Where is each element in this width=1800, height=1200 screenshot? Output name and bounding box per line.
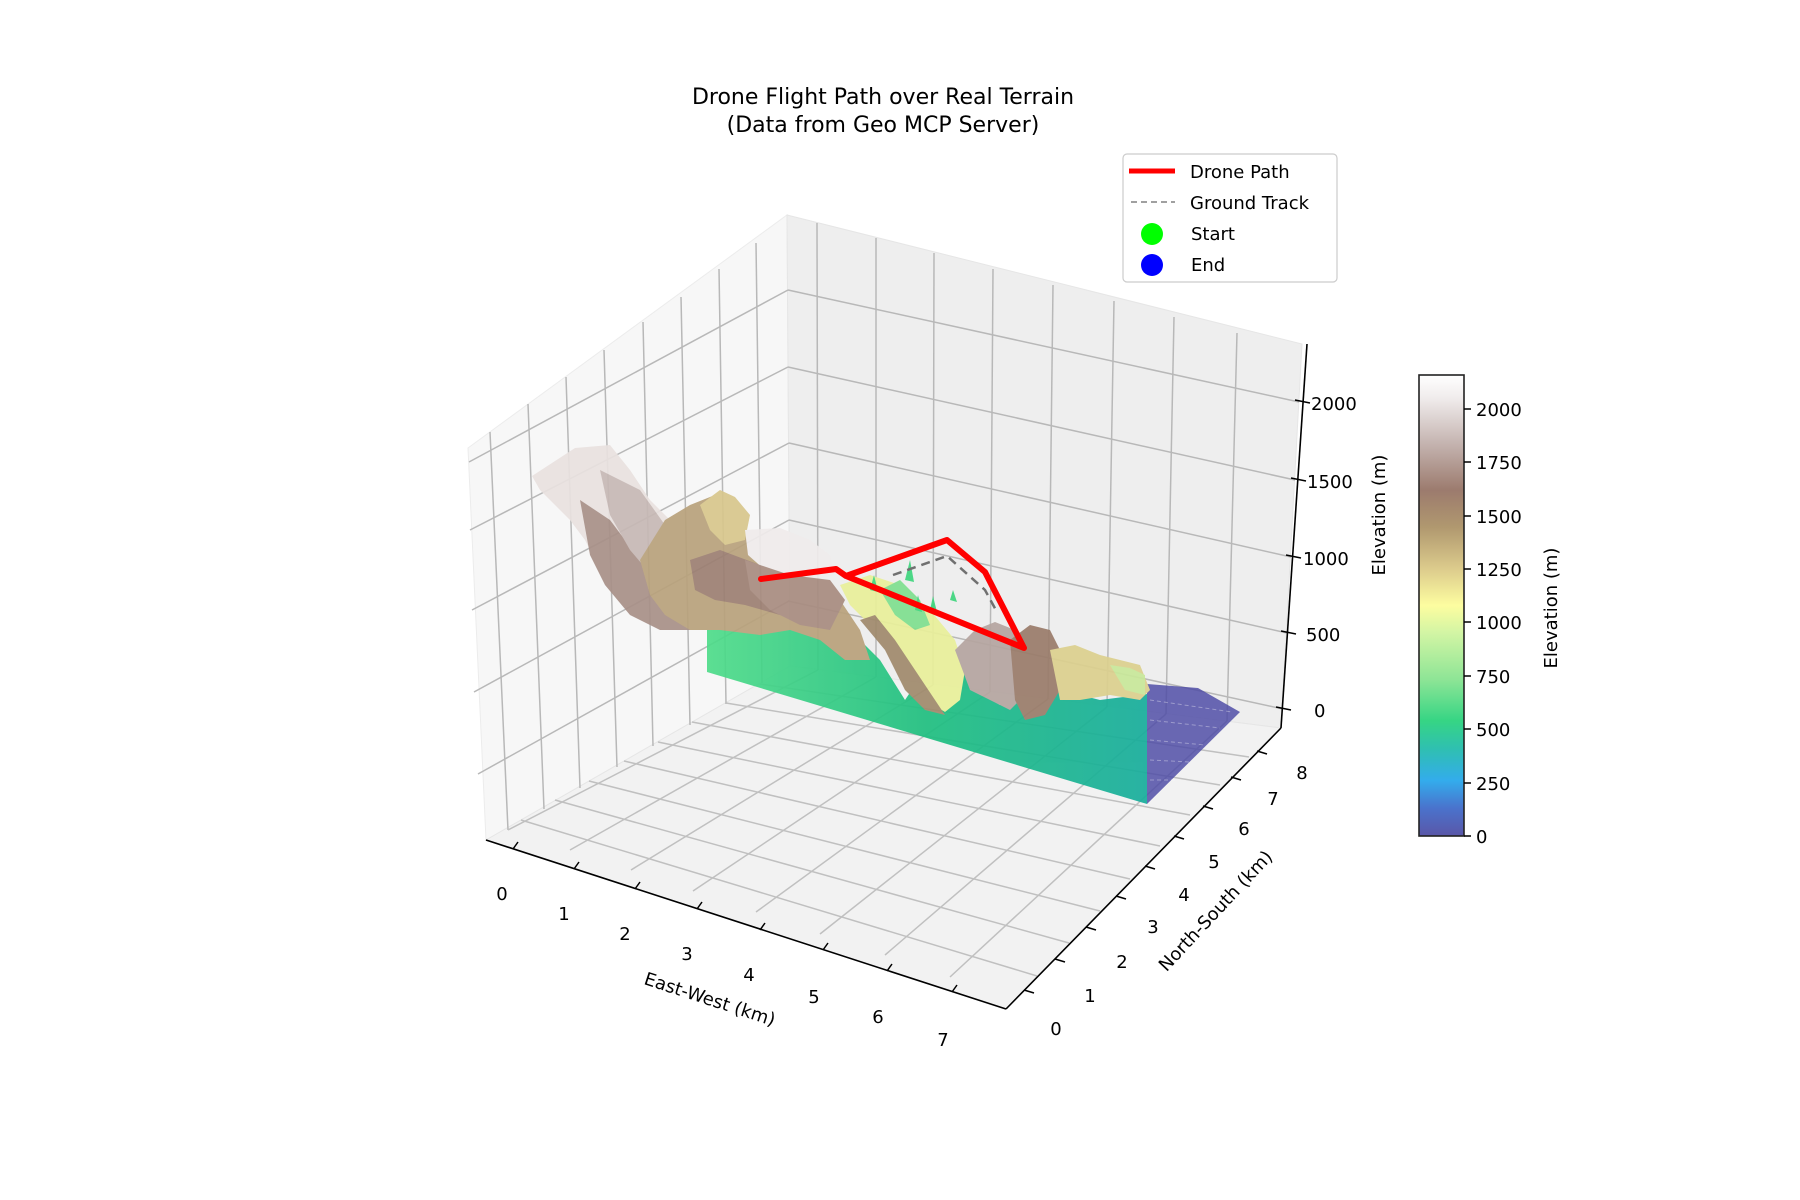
legend-start-label: Start: [1191, 224, 1235, 245]
legend-end-label: End: [1191, 255, 1225, 276]
terrain-valley-wall: [860, 615, 945, 715]
terrain-valley: [840, 575, 965, 712]
colorbar-tick-label: 1250: [1476, 560, 1522, 581]
terrain-front-wall: [707, 625, 1147, 804]
chart-title: Drone Flight Path over Real Terrain (Dat…: [692, 85, 1074, 138]
terrain-surface: [532, 445, 1240, 804]
drone-path-line: [758, 537, 1027, 651]
legend-box: [1122, 153, 1338, 283]
terrain-cap: [745, 528, 835, 580]
z-tick-label: 1500: [1307, 472, 1353, 493]
x-tick-label: 3: [681, 944, 692, 965]
colorbar-tick-labels: 0 250 500 750 1000 1250 1500 1750 2000: [1476, 400, 1522, 848]
colorbar-tick-label: 0: [1476, 827, 1487, 848]
colorbar-label: Elevation (m): [1541, 548, 1562, 669]
y-axis-line: [1005, 727, 1282, 1010]
colorbar-gradient: [1418, 374, 1465, 837]
legend: Drone Path Ground Track Start End: [1122, 153, 1338, 283]
axis-lines: [485, 343, 1308, 1010]
colorbar-tick-label: 750: [1476, 667, 1510, 688]
z-axis-label: Elevation (m): [1369, 455, 1390, 576]
y-tick-label: 1: [1084, 986, 1095, 1007]
terrain-flat-region: [1147, 684, 1240, 804]
ground-track-line: [892, 554, 999, 613]
title-line-1: Drone Flight Path over Real Terrain: [692, 85, 1074, 110]
legend-ground-track-label: Ground Track: [1190, 193, 1310, 214]
colorbar-tick-label: 500: [1476, 720, 1510, 741]
y-tick-label: 3: [1147, 917, 1158, 938]
terrain-ridge-mid-yellow: [700, 490, 750, 545]
y-tick-label: 8: [1296, 763, 1307, 784]
x-tick-label: 7: [937, 1030, 948, 1051]
x-tick-label: 4: [743, 965, 754, 986]
x-tick-labels: 0 1 2 3 4 5 6 7: [496, 884, 948, 1051]
y-tick-label: 0: [1050, 1019, 1061, 1040]
colorbar-tick-label: 1750: [1476, 453, 1522, 474]
z-axis-line: [1280, 343, 1308, 729]
y-tick-label: 2: [1116, 952, 1127, 973]
x-tick-label: 6: [872, 1007, 883, 1028]
colorbar-tick-label: 1000: [1476, 613, 1522, 634]
title-line-2: (Data from Geo MCP Server): [727, 113, 1040, 138]
z-tick-marks: [1275, 399, 1311, 711]
z-tick-labels: 0 500 1000 1500 2000: [1303, 394, 1357, 722]
y-tick-labels: 0 1 2 3 4 5 6 7 8: [1050, 763, 1307, 1040]
flat-region-mesh: [1149, 699, 1233, 781]
y-tick-label: 6: [1238, 819, 1249, 840]
x-tick-label: 1: [558, 904, 569, 925]
x-tick-label: 5: [808, 987, 819, 1008]
z-tick-label: 2000: [1311, 394, 1357, 415]
colorbar-tick-label: 250: [1476, 774, 1510, 795]
y-tick-label: 5: [1208, 852, 1219, 873]
y-tick-marks: [1023, 750, 1268, 994]
terrain-se-green: [1110, 665, 1145, 695]
legend-start-marker: [1141, 223, 1163, 245]
x-axis-line: [485, 839, 1007, 1010]
colorbar-tick-label: 1500: [1476, 507, 1522, 528]
z-tick-label: 1000: [1303, 549, 1349, 570]
z-tick-label: 500: [1306, 625, 1340, 646]
legend-drone-path-label: Drone Path: [1190, 162, 1290, 183]
colorbar-tick-label: 2000: [1476, 400, 1522, 421]
x-tick-marks: [512, 841, 958, 993]
z-tick-label: 0: [1314, 701, 1325, 722]
x-tick-label: 0: [496, 884, 507, 905]
legend-end-marker: [1141, 254, 1163, 276]
colorbar: 0 250 500 750 1000 1250 1500 1750 2000 E…: [1418, 374, 1562, 848]
y-tick-label: 7: [1267, 789, 1278, 810]
x-axis-label: East-West (km): [642, 969, 778, 1031]
colorbar-tick-marks: [1464, 408, 1471, 837]
y-tick-label: 4: [1178, 885, 1189, 906]
axes-3d: [467, 214, 1303, 1010]
x-tick-label: 2: [619, 924, 630, 945]
